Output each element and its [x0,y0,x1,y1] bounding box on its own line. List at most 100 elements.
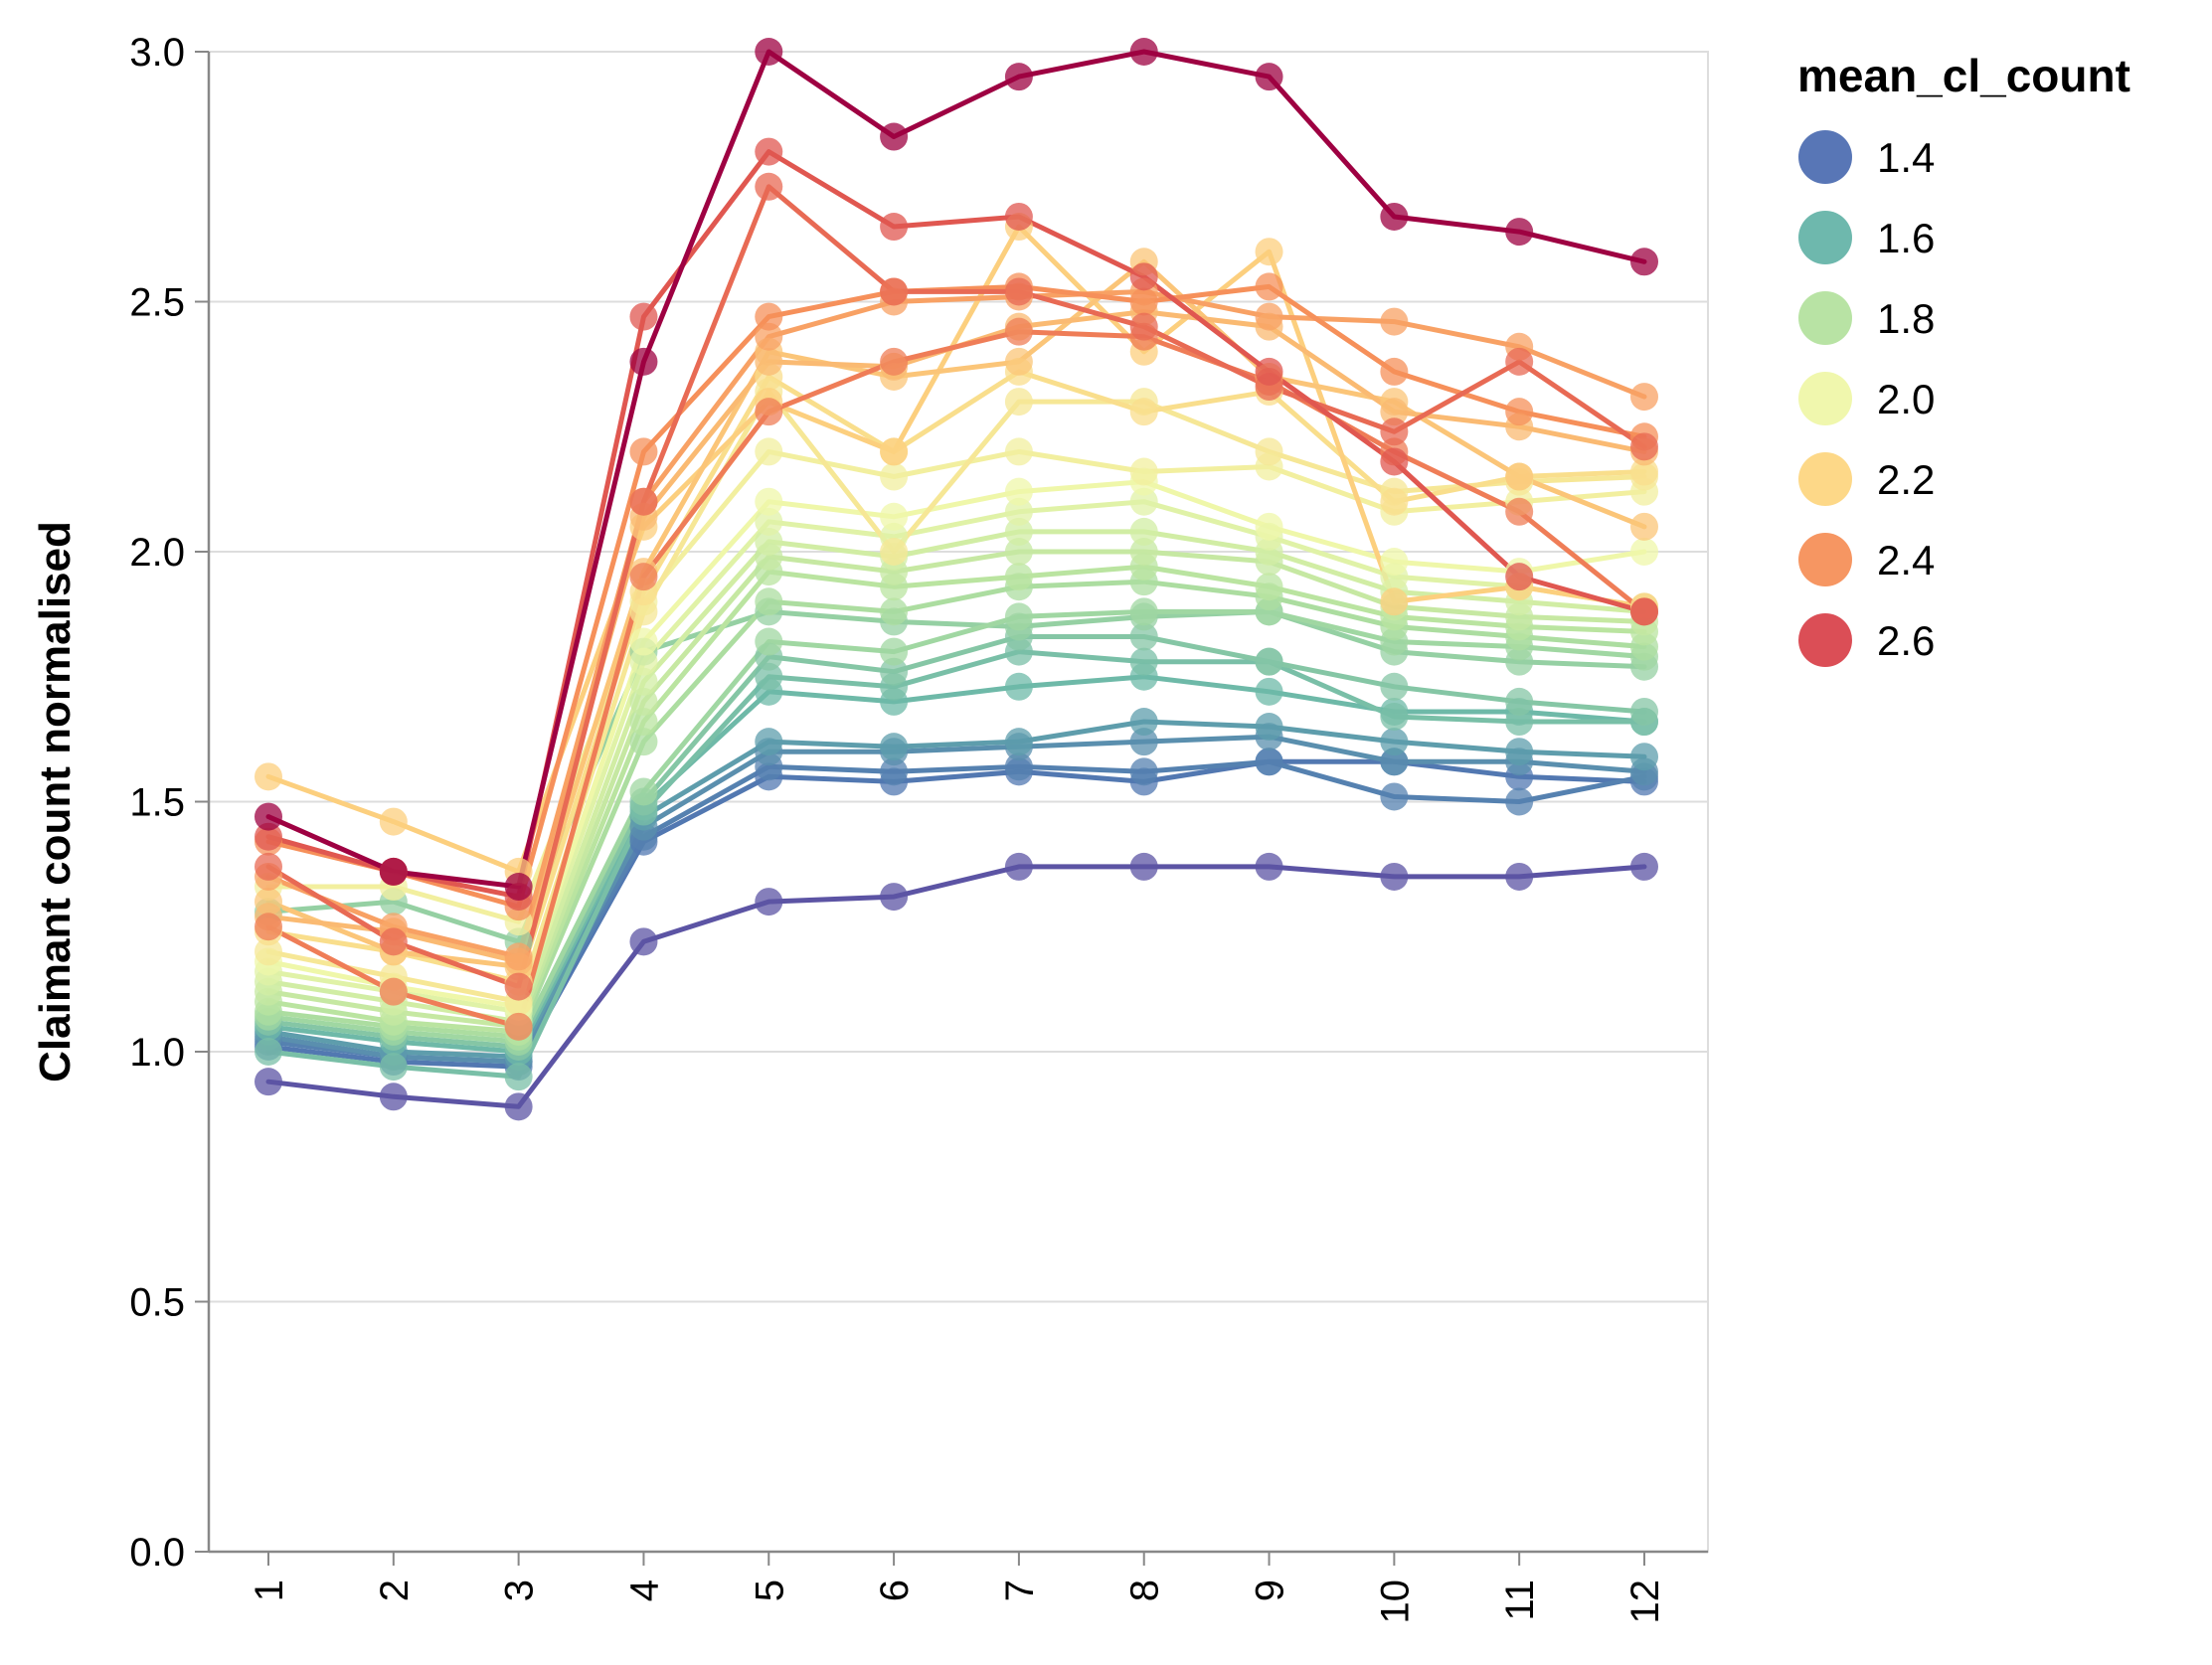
data-point [1380,782,1409,811]
data-point [755,398,783,426]
data-point [1380,728,1409,756]
data-point [1129,287,1158,316]
data-point [755,587,783,616]
data-point [1129,728,1158,756]
legend-swatch [1798,613,1852,667]
data-point [1505,563,1534,591]
series-line [265,608,1647,944]
data-point [1630,538,1658,566]
series-line [265,649,1647,1080]
series-line [265,184,1647,990]
data-point [1255,748,1283,776]
data-point [1630,697,1658,726]
y-tick-label: 0.5 [129,1281,185,1325]
data-point [880,757,909,786]
data-point [255,913,282,941]
data-point [880,347,909,376]
legend-label: 2.6 [1877,617,1935,664]
series-line [265,389,1647,1005]
data-point [629,667,658,696]
data-point [1255,713,1283,742]
data-point [880,502,909,531]
data-point [629,487,658,516]
y-tick-label: 0.0 [129,1531,185,1575]
data-point [1255,512,1283,541]
legend-title: mean_cl_count [1797,50,2130,101]
series-line [265,224,1647,875]
data-point [1380,748,1409,776]
y-tick-label: 1.5 [129,781,185,825]
data-point [379,1053,408,1082]
series-line [265,634,1647,1050]
data-point [880,883,909,912]
data-point [1380,587,1409,616]
x-tick-label: 12 [1623,1580,1667,1624]
series-line [265,734,1647,1065]
data-point [1505,687,1534,716]
data-point [1004,728,1033,756]
data-point [1380,447,1409,476]
data-point [1255,852,1283,881]
data-point [1129,622,1158,651]
data-point [1004,202,1033,231]
x-tick-label: 10 [1373,1580,1417,1624]
data-point [379,857,408,886]
data-point [1380,487,1409,516]
legend-swatch [1798,533,1852,586]
data-point [1129,647,1158,676]
data-point [504,873,533,902]
legend-label: 2.0 [1877,376,1935,422]
data-point [755,38,783,66]
data-point [755,347,783,376]
y-tick-label: 1.0 [129,1031,185,1075]
x-tick-label: 5 [748,1580,791,1601]
data-point [755,888,783,916]
data-point [1505,347,1534,376]
legend-label: 2.4 [1877,537,1935,583]
data-point [1630,432,1658,461]
data-point [1255,573,1283,601]
data-point [379,927,408,956]
data-point [1380,202,1409,231]
data-point [1004,517,1033,546]
data-point [629,347,658,376]
y-tick-label: 3.0 [129,31,185,75]
data-point [880,122,909,151]
data-point [1004,63,1033,91]
data-point [255,802,282,831]
data-point [1004,347,1033,376]
data-point [1380,672,1409,701]
legend-label: 1.6 [1877,215,1935,261]
legend-swatch [1798,372,1852,425]
data-point [1630,743,1658,771]
data-point [1630,383,1658,412]
data-point [1129,708,1158,737]
data-point [629,437,658,466]
data-point [1630,852,1658,881]
data-point [504,1063,533,1091]
data-point [1380,548,1409,577]
series-line [265,149,1647,900]
data-point [1004,437,1033,466]
data-point [1505,218,1534,247]
legend-label: 1.4 [1877,134,1935,181]
data-point [1505,738,1534,766]
data-point [1129,312,1158,341]
series-line [265,564,1647,1035]
data-point [1505,787,1534,816]
data-point [880,733,909,761]
data-point [379,807,408,836]
axes: 0.00.51.01.52.02.53.01 2 3 4 5 6 7 8 9 10 11 12Clai… [31,31,1708,1624]
data-point [755,527,783,556]
data-point [629,777,658,806]
data-point [1129,757,1158,786]
data-point [629,627,658,656]
data-point [1505,462,1534,491]
x-tick-label: 9 [1249,1580,1292,1601]
data-point [1380,398,1409,426]
series-line [265,448,1647,924]
data-point [255,762,282,791]
data-point [1004,317,1033,346]
x-tick-label: 4 [622,1580,666,1601]
